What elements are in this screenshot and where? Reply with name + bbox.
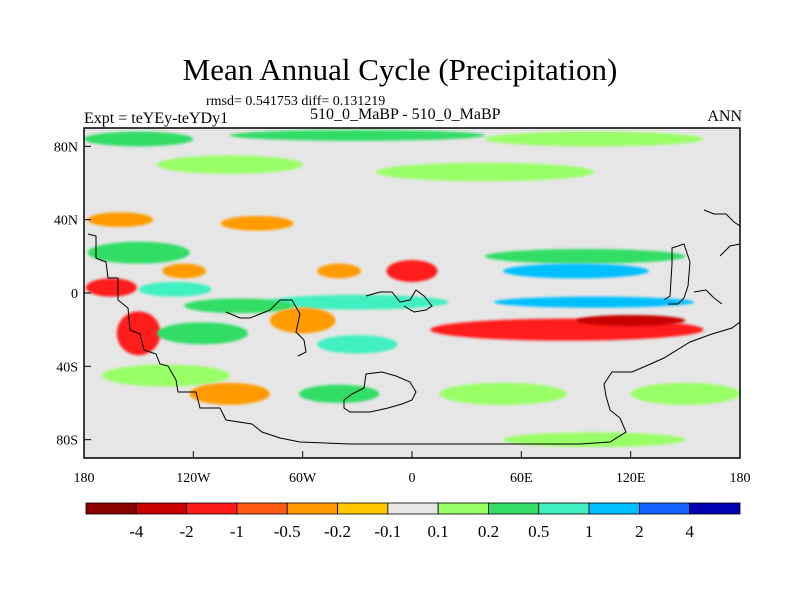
contour-region [138, 282, 212, 297]
contour-region [269, 307, 336, 334]
x-tick-label: 120W [176, 471, 211, 486]
contour-region [484, 249, 686, 264]
colorbar-label: 2 [635, 522, 644, 541]
y-axis: 80N 40N 0 40S 80S [54, 140, 91, 449]
y-tick-label: 40S [56, 360, 78, 375]
contour-region [299, 384, 380, 404]
contour-region [156, 322, 248, 345]
x-tick-label: 60W [289, 471, 317, 486]
contour-region [494, 296, 695, 308]
season-label: ANN [707, 108, 742, 125]
colorbar-label: -0.2 [324, 522, 351, 541]
contour-region [266, 294, 449, 310]
colorbar-label: -0.1 [374, 522, 401, 541]
contour-region [317, 263, 361, 279]
colorbar-swatch [286, 502, 338, 515]
coastlines [87, 209, 740, 445]
case-subtitle: 510_0_MaBP - 510_0_MaBP [310, 106, 501, 123]
contour-region [503, 263, 649, 279]
contour-region [156, 155, 303, 174]
chart-title: Mean Annual Cycle (Precipitation) [182, 52, 618, 87]
contour-field [84, 129, 740, 447]
contour-region [375, 162, 595, 182]
colorbar-label: -4 [129, 522, 144, 541]
contour-region [576, 315, 686, 326]
colorbar-swatch [638, 502, 691, 515]
contour-region [439, 382, 567, 405]
x-tick-label: 180 [74, 471, 95, 486]
colorbar-swatch [538, 502, 590, 515]
contour-region [87, 241, 190, 264]
colorbar-label: -2 [180, 522, 194, 541]
colorbar-label: 0.5 [528, 522, 549, 541]
colorbar: -4 -2 -1 -0.5 -0.2 -0.1 0.1 0.2 0.5 1 2 4 [85, 502, 741, 541]
x-axis: 180 120W 60W 0 60E 120E 180 [74, 451, 751, 486]
colorbar-swatch [337, 502, 389, 515]
colorbar-label: 0.2 [478, 522, 499, 541]
contour-region [229, 129, 485, 141]
colorbar-label: -0.5 [274, 522, 301, 541]
colorbar-label: 4 [685, 522, 694, 541]
contour-region [102, 364, 230, 387]
contour-region [189, 382, 270, 405]
contour-region [87, 212, 154, 228]
colorbar-label: 1 [585, 522, 594, 541]
contour-region [317, 335, 398, 354]
rmsd-diff-stats: rmsd= 0.541753 diff= 0.131219 [206, 94, 386, 109]
experiment-subtitle: Expt = teYEy-teYDy1 [84, 110, 229, 127]
y-tick-label: 0 [71, 287, 78, 302]
colorbar-swatch [236, 502, 288, 515]
x-tick-label: 120E [616, 471, 646, 486]
x-tick-label: 0 [409, 471, 416, 486]
x-tick-label: 60E [510, 471, 533, 486]
colorbar-swatch [135, 502, 188, 515]
contour-region [630, 382, 740, 405]
colorbar-label: 0.1 [428, 522, 449, 541]
contour-region [220, 216, 294, 231]
x-tick-label: 180 [730, 471, 751, 486]
contour-region [162, 263, 207, 279]
y-tick-label: 80N [54, 140, 78, 155]
contour-region [386, 260, 438, 282]
colorbar-swatch [689, 502, 741, 515]
colorbar-swatch [437, 502, 489, 515]
y-tick-label: 80S [56, 434, 78, 449]
contour-region [184, 298, 294, 314]
colorbar-swatch [186, 502, 238, 515]
colorbar-swatch [588, 502, 640, 515]
colorbar-swatch [85, 502, 137, 515]
contour-region [84, 131, 194, 147]
y-tick-label: 40N [54, 214, 78, 229]
colorbar-label: -1 [230, 522, 244, 541]
colorbar-swatch [488, 502, 540, 515]
colorbar-swatch [387, 502, 439, 515]
contour-region [85, 278, 137, 297]
contour-region [484, 131, 704, 147]
contour-region [503, 432, 686, 447]
